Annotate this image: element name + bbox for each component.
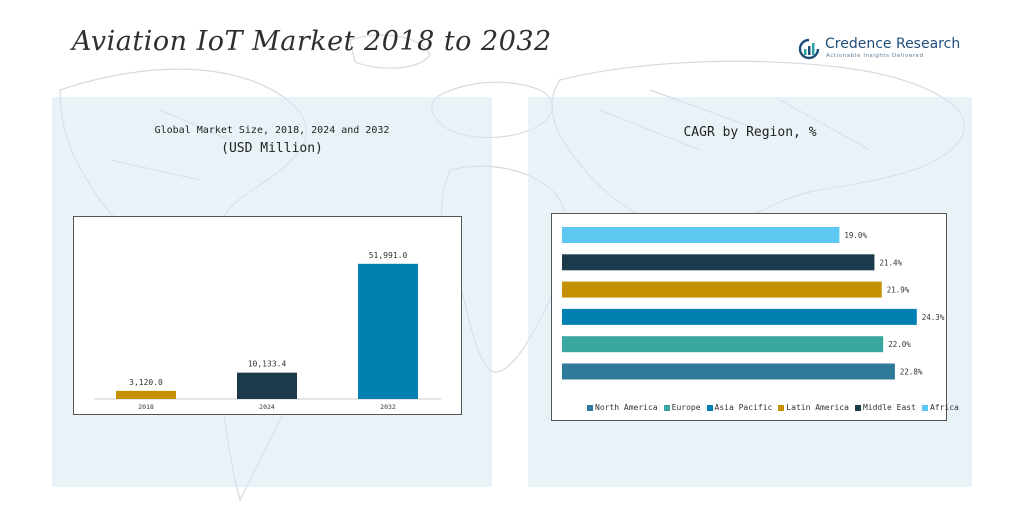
legend-item: Europe [663, 403, 701, 412]
brand-logo-icon [798, 38, 820, 60]
bar-middle-east [562, 254, 875, 271]
market-size-chart-title: Global Market Size, 2018, 2024 and 2032 [154, 125, 390, 136]
legend-swatch [854, 404, 861, 411]
bar-value-label: 3,120.0 [129, 378, 163, 387]
bar-2032 [358, 263, 418, 399]
legend-label: North America [595, 403, 658, 412]
legend-item: North America [587, 403, 658, 412]
market-size-chart-frame: 3,120.0 2018 10,133.4 2024 51,991.0 2032 [73, 216, 462, 415]
bar-2018 [116, 390, 176, 399]
legend-label: Asia Pacific [714, 403, 773, 412]
bar-asia-pacific [562, 308, 917, 325]
bar-value-label: 22.0% [888, 340, 911, 349]
bar-value-label: 24.3% [922, 313, 945, 322]
bar-africa [562, 227, 840, 243]
legend-label: Africa [929, 403, 959, 412]
bar-value-label: 10,133.4 [248, 360, 287, 369]
x-tick-label: 2024 [259, 403, 275, 411]
legend-swatch [921, 404, 928, 411]
legend-item: Latin America [778, 403, 849, 412]
legend-swatch [663, 404, 670, 411]
legend-label: Latin America [786, 403, 849, 412]
cagr-chart-title: CAGR by Region, % [683, 125, 817, 140]
brand-logo: Credence Research Actionable Insights De… [798, 36, 961, 64]
bar-latin-america [562, 281, 882, 298]
legend-swatch [778, 404, 785, 411]
market-size-panel: Global Market Size, 2018, 2024 and 2032 … [52, 97, 492, 487]
bar-value-label: 19.0% [844, 231, 867, 240]
legend-item: Middle East [854, 403, 916, 412]
legend-swatch [706, 404, 713, 411]
bar-2024 [237, 372, 297, 399]
bar-north-america [562, 363, 895, 380]
brand-tagline: Actionable Insights Delivered [826, 53, 924, 59]
cagr-bar-chart: 19.0% 21.4% 21.9% 24.3% 22.0% 22.8% [562, 227, 945, 380]
brand-name: Credence Research [825, 36, 961, 52]
legend-label: Middle East [862, 403, 916, 412]
legend-swatch [587, 404, 593, 411]
x-tick-label: 2032 [380, 403, 396, 411]
market-size-chart-subtitle: (USD Million) [221, 141, 323, 156]
bar-value-label: 21.9% [887, 286, 910, 295]
bar-value-label: 51,991.0 [369, 251, 408, 260]
cagr-chart-frame: 19.0% 21.4% 21.9% 24.3% 22.0% 22.8% North Ame… [551, 213, 959, 421]
x-tick-label: 2018 [138, 403, 154, 411]
bar-value-label: 22.8% [900, 368, 923, 377]
bar-europe [562, 336, 884, 353]
market-size-bar-chart: 3,120.0 2018 10,133.4 2024 51,991.0 2032 [94, 251, 441, 411]
cagr-panel: CAGR by Region, % 19.0% 21.4% 21.9% 24.3% 22… [528, 97, 972, 487]
cagr-legend: North America Europe Asia Pacific Latin Ame… [587, 403, 959, 412]
legend-label: Europe [671, 403, 701, 412]
legend-item: Asia Pacific [706, 403, 773, 412]
page-title: Aviation IoT Market 2018 to 2032 [72, 26, 552, 57]
legend-item: Africa [921, 403, 959, 412]
bar-value-label: 21.4% [879, 258, 902, 267]
